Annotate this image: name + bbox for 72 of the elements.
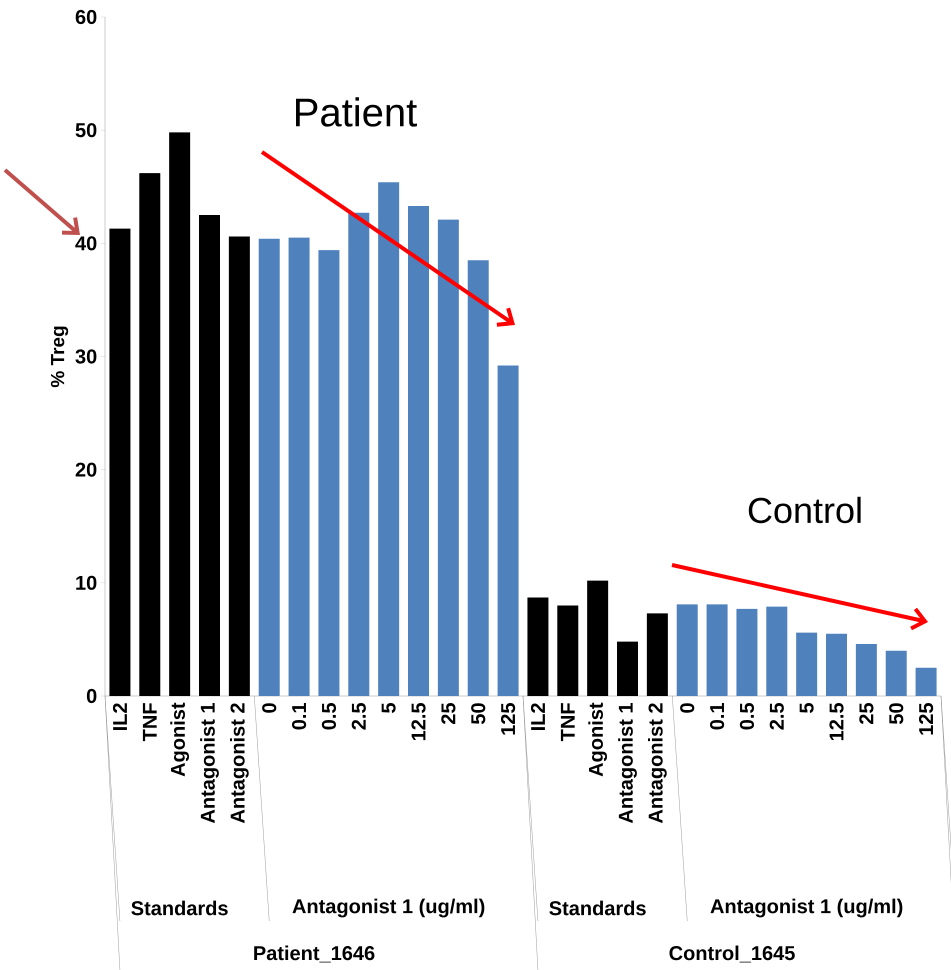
y-tick-label: 40 [75,236,96,250]
y-tick-label: 50 [76,123,96,138]
bar [587,580,608,696]
bar [766,606,788,696]
bar [199,215,220,696]
x-tick-label: Antagonist 1 [200,703,219,824]
text: Standards [131,900,228,916]
x-tick-label: 2.5 [352,703,366,730]
x-tick-label: IL2 [112,703,127,730]
bar [617,642,638,696]
x-tick-label: 25 [859,703,874,724]
y-axis-title: % Treg [50,326,68,388]
x-tick-label: 0.5 [322,703,336,730]
y-tick-label: 10 [76,576,96,590]
x-tick-label: 125 [918,703,934,735]
x-tick-label: 125 [500,703,516,735]
x-tick-label: Antagonist 1 [618,703,637,824]
x-tick-label: 0 [262,703,276,713]
text: Standards [549,900,646,916]
bar [318,250,340,696]
x-tick-label: 2.5 [770,703,784,730]
text: Antagonist 1 (ug/ml) [710,898,902,918]
text: Control_1645 [669,946,795,962]
bar [527,598,548,696]
text: Antagonist 1 (ug/ml) [292,898,484,918]
bar [438,220,459,696]
x-tick-label: IL2 [530,703,545,730]
bar [348,212,370,696]
x-tick-label: 0.1 [710,703,724,730]
bar [288,238,310,696]
bar [796,632,818,696]
bar [498,366,519,696]
text: Patient_1646 [254,946,374,962]
bar [258,238,280,696]
x-tick-label: Antagonist 2 [648,703,667,824]
bar [228,236,250,696]
x-tick-label: 12.5 [411,703,426,740]
bar [856,644,877,696]
annotation: Patient [296,97,417,127]
bar [109,228,130,696]
x-tick-label: 5 [800,703,814,713]
bar [826,634,848,696]
bar [646,613,668,696]
y-tick-label: 20 [76,462,96,477]
bar [676,604,698,696]
x-tick-label: TNF [142,703,157,742]
bar [886,650,907,696]
bar [916,668,937,696]
x-tick-label: 50 [889,703,904,724]
bar [378,182,400,696]
x-tick-label: 0.1 [292,703,306,730]
bar [706,604,728,696]
bar [557,605,578,696]
x-tick-label: 5 [382,703,396,713]
bar [169,132,190,696]
bar [139,173,160,696]
x-tick-label: 12.5 [829,703,844,740]
y-tick-label: 60 [76,10,96,24]
x-tick-label: 0 [680,703,694,713]
x-tick-label: 0.5 [740,703,754,730]
y-tick-label: 0 [86,688,96,704]
x-tick-label: 50 [471,703,486,724]
x-tick-label: TNF [560,703,575,742]
bar [408,206,430,696]
y-tick-label: 30 [75,349,96,364]
bar [468,260,489,696]
x-tick-label: Agonist [588,702,608,776]
x-tick-label: Agonist [170,702,190,776]
x-tick-label: Antagonist 2 [230,703,249,824]
x-tick-label: 25 [441,703,456,724]
annotation: Control [748,496,861,524]
bar [736,608,758,696]
